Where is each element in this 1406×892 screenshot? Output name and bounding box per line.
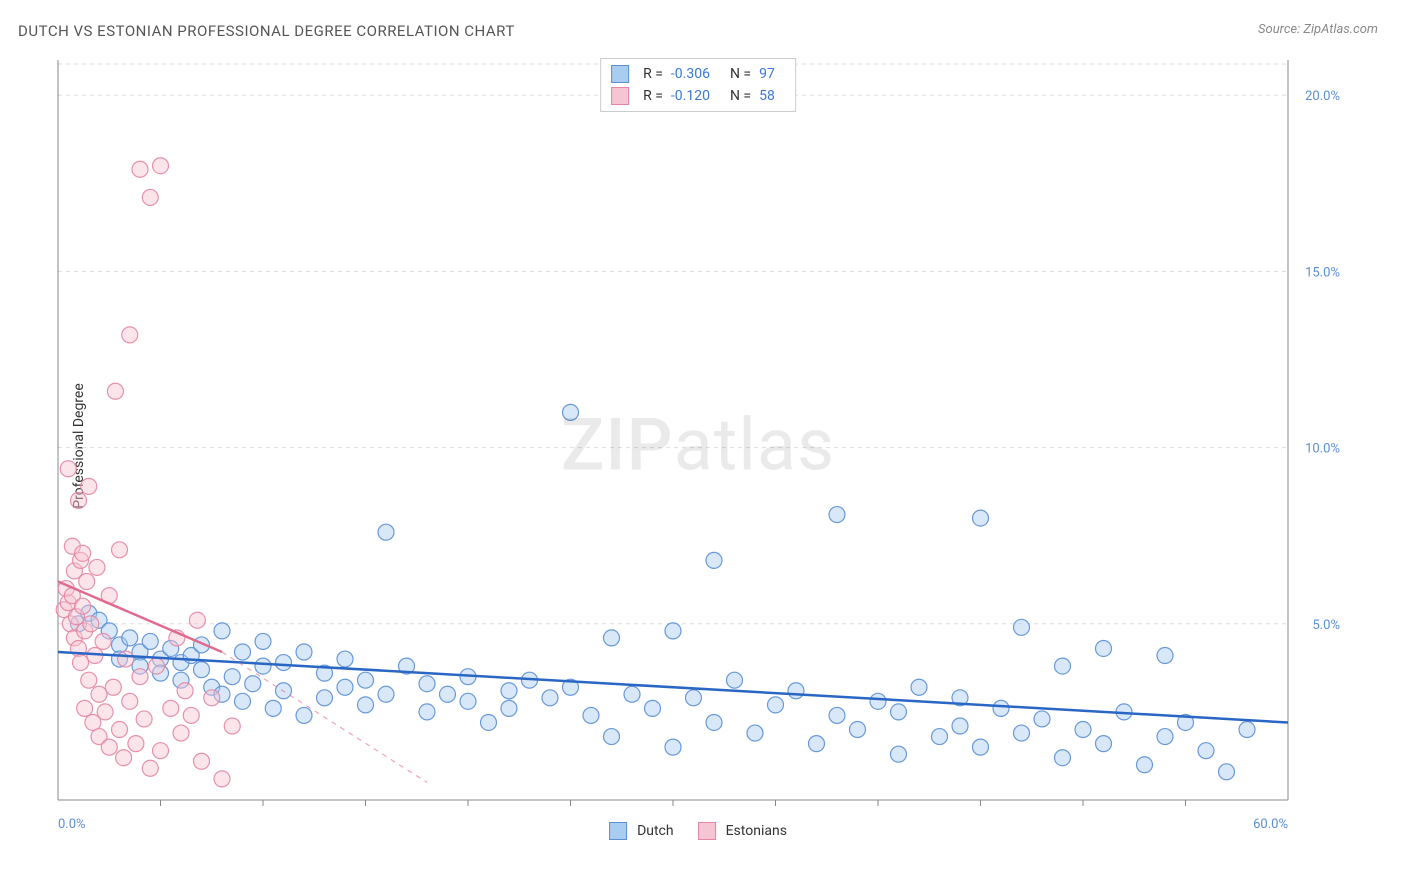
svg-text:15.0%: 15.0% [1305,265,1340,280]
chart-title: DUTCH VS ESTONIAN PROFESSIONAL DEGREE CO… [18,22,515,40]
legend-item-dutch: Dutch [609,822,674,840]
legend-row-estonians: R = -0.120 N = 58 [611,85,785,107]
legend-row-dutch: R = -0.306 N = 97 [611,63,785,85]
n-value-estonians: 58 [759,85,775,107]
swatch-estonians [611,87,629,105]
correlation-legend: R = -0.306 N = 97 R = -0.120 N = 58 [600,58,796,112]
r-label: R = [643,63,663,85]
svg-text:60.0%: 60.0% [1253,817,1288,832]
svg-text:5.0%: 5.0% [1312,618,1340,633]
source-attribution: Source: ZipAtlas.com [1258,22,1378,37]
series-legend: Dutch Estonians [609,822,787,840]
swatch-dutch [611,65,629,83]
scatter-chart: 5.0% 10.0% 15.0% 20.0% 0.0% 60.0% [48,50,1348,840]
swatch-dutch [609,822,627,840]
legend-item-estonians: Estonians [698,822,787,840]
r-value-estonians: -0.120 [671,85,710,107]
n-value-dutch: 97 [759,63,775,85]
swatch-estonians [698,822,716,840]
r-label: R = [643,85,663,107]
svg-text:10.0%: 10.0% [1305,442,1340,457]
n-label: N = [730,85,751,107]
plot-area: 5.0%10.0%15.0%20.0%0.0%60.0% ZIPatlas R … [48,50,1348,840]
legend-label: Estonians [726,823,787,839]
svg-text:20.0%: 20.0% [1305,89,1340,104]
n-label: N = [730,63,751,85]
legend-label: Dutch [637,823,674,839]
svg-text:0.0%: 0.0% [58,817,86,832]
r-value-dutch: -0.306 [671,63,710,85]
